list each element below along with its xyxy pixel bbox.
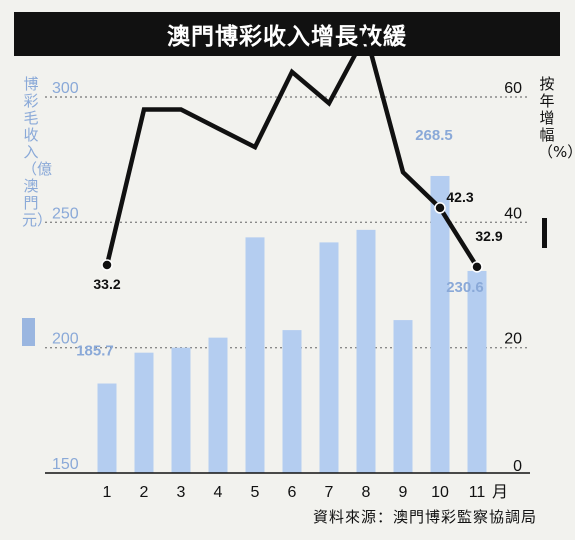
line-point (434, 202, 446, 214)
bar (282, 330, 302, 473)
left-tick-label: 200 (52, 331, 79, 348)
x-tick-label: 6 (288, 484, 297, 501)
bar (319, 242, 339, 473)
growth-line (101, 28, 483, 273)
x-tick-label: 7 (325, 484, 334, 501)
line-value-label: 42.3 (446, 189, 473, 205)
x-tick-label: 8 (362, 484, 371, 501)
bar (356, 229, 376, 473)
x-tick-label: 3 (177, 484, 186, 501)
line-legend-swatch (542, 218, 547, 248)
line-point (471, 261, 483, 273)
axes: 150 200 250 300 0 20 40 60 1 2 3 4 5 6 7 8 9 10 11 月 (45, 80, 530, 501)
x-tick-label: 1 (103, 484, 112, 501)
bar-value-label: 268.5 (415, 127, 453, 144)
bar (134, 352, 154, 473)
grid-lines (45, 96, 530, 349)
bar (171, 347, 191, 473)
x-tick-label: 4 (214, 484, 223, 501)
right-tick-label: 20 (504, 331, 522, 348)
x-tick-label: 10 (431, 484, 449, 501)
data-labels: 185.7 268.5 230.6 33.2 42.3 32.9 (76, 127, 503, 360)
bars (97, 175, 487, 473)
right-tick-label: 40 (504, 205, 522, 222)
bar (245, 237, 265, 473)
line-point (101, 259, 113, 271)
left-tick-label: 150 (52, 456, 79, 473)
growth-polyline (104, 28, 479, 269)
left-tick-label: 250 (52, 205, 79, 222)
left-tick-label: 300 (52, 80, 79, 97)
x-tick-label: 11 (469, 484, 486, 501)
bar (97, 383, 117, 473)
source-note: 資料來源：澳門博彩監察協調局 (312, 508, 537, 526)
right-axis-label: 按年增幅（%） (538, 75, 575, 161)
right-tick-label: 60 (504, 80, 522, 97)
left-axis-label: 博彩毛收入（億澳門元） (22, 75, 53, 229)
right-tick-label: 0 (513, 458, 522, 475)
bar-legend-swatch (22, 318, 35, 346)
bar (208, 337, 228, 473)
bar (393, 320, 413, 473)
line-value-label: 33.2 (93, 276, 120, 292)
bar-value-label: 230.6 (446, 279, 484, 296)
line-value-label: 32.9 (475, 228, 502, 244)
x-tick-label: 5 (251, 484, 260, 501)
bar (430, 175, 450, 473)
bar-value-label: 185.7 (76, 343, 114, 360)
x-unit-label: 月 (492, 482, 508, 501)
bar (467, 270, 487, 473)
x-tick-label: 2 (140, 484, 149, 501)
x-tick-label: 9 (399, 484, 408, 501)
